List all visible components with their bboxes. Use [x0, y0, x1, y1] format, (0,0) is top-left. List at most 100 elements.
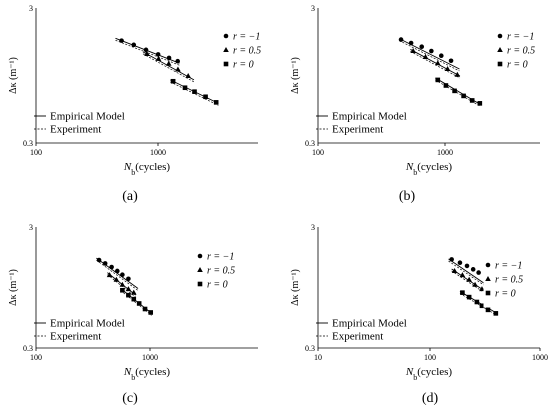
data-point-triangle: [444, 65, 451, 71]
legend-marker-triangle: [223, 47, 229, 52]
x-axis-title: Nb(cycles): [405, 366, 452, 382]
legend-label-triangle: r = 0.5: [507, 46, 535, 57]
y-tick-label: 0.3: [305, 344, 315, 353]
y-tick-label: 0.3: [23, 139, 33, 148]
data-point-triangle: [459, 272, 466, 278]
legend-label-circle: r = −1: [207, 252, 234, 263]
series-legend: r = −1 r = 0.5 r = 0: [221, 25, 271, 79]
legend-label-square: r = 0: [507, 60, 528, 71]
data-point-triangle: [466, 276, 472, 282]
legend-label-square: r = 0: [207, 280, 228, 291]
data-point-triangle: [144, 50, 150, 56]
x-tick-label: 100: [30, 148, 42, 157]
panel-caption: (d): [422, 391, 439, 406]
legend-label-triangle: r = 0.5: [495, 275, 523, 286]
legend-box: [221, 25, 271, 79]
data-point-square: [192, 89, 197, 94]
data-point-circle: [96, 257, 102, 263]
legend-box: [483, 254, 533, 308]
y-axis-title: Δκ (m⁻¹): [290, 57, 301, 94]
data-point-triangle: [454, 71, 461, 77]
y-axis-title: Δκ (m⁻¹): [8, 269, 19, 306]
experiment-line: [459, 293, 498, 316]
experiment-label: Experiment: [50, 124, 101, 136]
legend-marker-circle: [485, 262, 491, 268]
legend-box: [495, 25, 545, 79]
legend-marker-triangle: [197, 267, 203, 272]
data-point-square: [443, 83, 449, 88]
x-tick-label: 1000: [142, 353, 158, 362]
data-point-square: [203, 94, 208, 100]
data-point-circle: [175, 58, 180, 64]
data-point-square: [493, 311, 499, 316]
y-tick-label: 3: [311, 4, 315, 13]
legend-marker-square: [497, 61, 503, 67]
data-point-circle: [398, 37, 404, 42]
legend-marker-square: [485, 290, 491, 296]
data-point-square: [142, 306, 148, 312]
data-point-square: [120, 287, 125, 293]
data-point-triangle: [410, 48, 416, 54]
data-point-square: [479, 303, 485, 309]
experiment-line: [399, 40, 460, 72]
legend-label-square: r = 0: [495, 289, 516, 300]
data-point-triangle: [130, 289, 137, 295]
series-legend: r = −1 r = 0.5 r = 0: [495, 25, 545, 79]
experiment-line: [448, 260, 489, 289]
data-point-triangle: [125, 286, 132, 292]
data-point-square: [126, 292, 131, 298]
legend-label-circle: r = −1: [495, 261, 522, 272]
data-point-square: [461, 93, 466, 99]
legend-label-triangle: r = 0.5: [233, 46, 261, 57]
empirical-model-line: [96, 257, 139, 289]
x-axis-title: Nb(cycles): [123, 366, 170, 382]
empirical-model-line: [399, 38, 460, 70]
data-point-triangle: [106, 272, 113, 278]
data-point-circle: [166, 55, 172, 61]
data-point-square: [131, 296, 137, 302]
x-tick-label: 100: [312, 148, 324, 157]
legend-label-triangle: r = 0.5: [207, 266, 235, 277]
data-point-square: [469, 98, 475, 103]
legend-label-circle: r = −1: [233, 32, 260, 43]
data-point-square: [485, 307, 491, 313]
data-point-triangle: [434, 60, 441, 66]
data-point-square: [477, 101, 483, 106]
empirical-model-label: Empirical Model: [50, 318, 125, 330]
empirical-model-label: Empirical Model: [332, 318, 407, 330]
panel-caption: (c): [122, 391, 138, 406]
legend-marker-circle: [497, 33, 503, 39]
data-point-circle: [438, 53, 444, 58]
y-tick-label: 3: [29, 4, 33, 13]
y-axis-title: Δκ (m⁻¹): [290, 269, 301, 306]
data-point-triangle: [165, 60, 172, 66]
data-point-circle: [457, 260, 463, 266]
x-axis-title: Nb(cycles): [123, 161, 170, 177]
empirical-model-line: [448, 258, 489, 287]
data-point-circle: [120, 272, 125, 278]
data-point-square: [170, 78, 176, 84]
data-point-circle: [126, 276, 131, 282]
data-point-square: [213, 100, 219, 105]
legend-marker-square: [223, 61, 229, 67]
data-point-circle: [102, 261, 108, 266]
x-axis-title: Nb(cycles): [405, 161, 452, 177]
panel-caption: (b): [399, 189, 416, 204]
data-point-circle: [143, 47, 149, 53]
data-point-square: [148, 310, 154, 315]
data-point-triangle: [479, 286, 485, 292]
data-point-square: [474, 299, 480, 305]
data-point-circle: [429, 48, 434, 54]
series-legend: r = −1 r = 0.5 r = 0: [195, 245, 245, 299]
data-point-triangle: [185, 73, 191, 79]
legend-label-square: r = 0: [233, 60, 254, 71]
data-point-circle: [155, 52, 161, 57]
legend-marker-square: [197, 281, 203, 287]
data-point-triangle: [472, 281, 478, 287]
data-point-square: [435, 77, 441, 83]
legend-box: [195, 245, 245, 299]
